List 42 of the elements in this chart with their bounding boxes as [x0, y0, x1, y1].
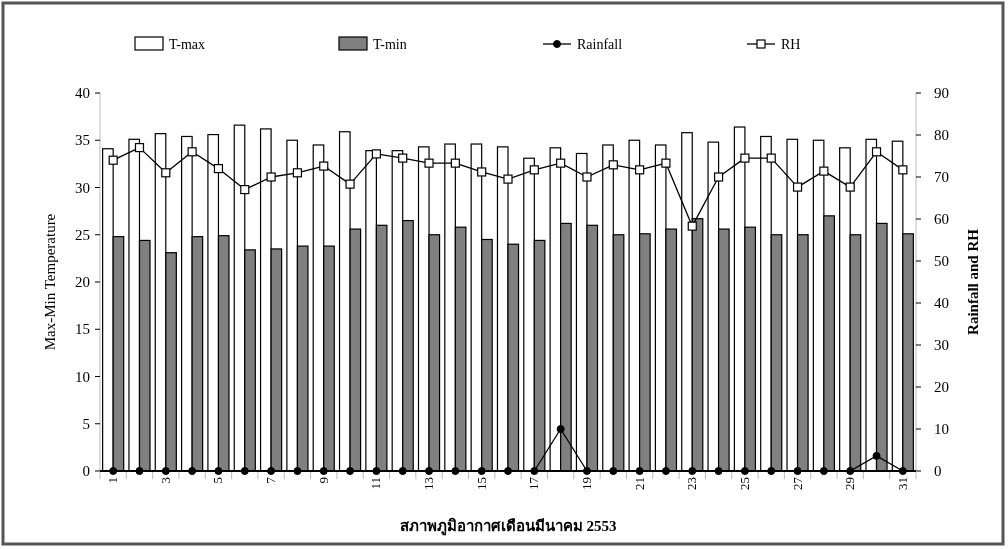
- y-tick-label: 25: [75, 226, 90, 243]
- y2-tick-label: 40: [934, 295, 949, 311]
- x-tick-label: 25: [736, 477, 752, 490]
- x-tick-label: 27: [789, 476, 805, 490]
- y2-axis-title: Rainfall and RH: [965, 228, 981, 335]
- x-tick-label: 11: [368, 477, 384, 490]
- y2-tick-label: 60: [934, 211, 949, 227]
- y2-tick-label: 20: [934, 379, 949, 395]
- x-tick-label: 19: [578, 477, 594, 490]
- legend-label: T-min: [373, 37, 407, 52]
- x-tick-label: 13: [421, 477, 437, 490]
- x-tick-label: 1: [105, 477, 121, 484]
- y2-tick-label: 90: [934, 85, 949, 101]
- y2-tick-label: 80: [934, 127, 949, 143]
- y-tick-label: 15: [75, 321, 90, 338]
- x-tick-label: 3: [157, 477, 173, 484]
- x-tick-label: 21: [631, 477, 647, 490]
- x-tick-label: 17: [526, 476, 542, 490]
- y2-tick-label: 70: [934, 169, 949, 185]
- y-tick-label: 40: [75, 85, 90, 101]
- y-tick-label: 5: [82, 415, 90, 432]
- y-tick-label: 20: [75, 274, 90, 290]
- y-tick-label: 30: [75, 179, 90, 196]
- x-tick-label: 31: [894, 477, 910, 490]
- y-tick-label: 10: [75, 368, 90, 385]
- x-tick-label: 29: [842, 477, 858, 490]
- x-tick-label: 5: [210, 477, 226, 484]
- y2-tick-label: 0: [934, 463, 942, 479]
- y2-tick-label: 10: [934, 421, 949, 437]
- x-tick-label: 23: [684, 477, 700, 490]
- x-tick-label: 7: [263, 476, 279, 484]
- y2-tick-label: 30: [934, 337, 949, 353]
- x-axis-title: สภาพภูมิอากาศเดือนมีนาคม 2553: [399, 517, 617, 536]
- y-tick-label: 35: [75, 132, 90, 149]
- x-tick-label: 9: [315, 477, 331, 484]
- legend-label: T-max: [169, 37, 206, 52]
- legend-label: Rainfall: [577, 37, 623, 52]
- y-tick-label: 0: [82, 463, 90, 479]
- y2-tick-label: 50: [934, 253, 949, 269]
- legend-label: RH: [781, 37, 801, 52]
- x-tick-label: 15: [473, 477, 489, 490]
- y-axis-title: Max-Min Temperature: [42, 213, 58, 351]
